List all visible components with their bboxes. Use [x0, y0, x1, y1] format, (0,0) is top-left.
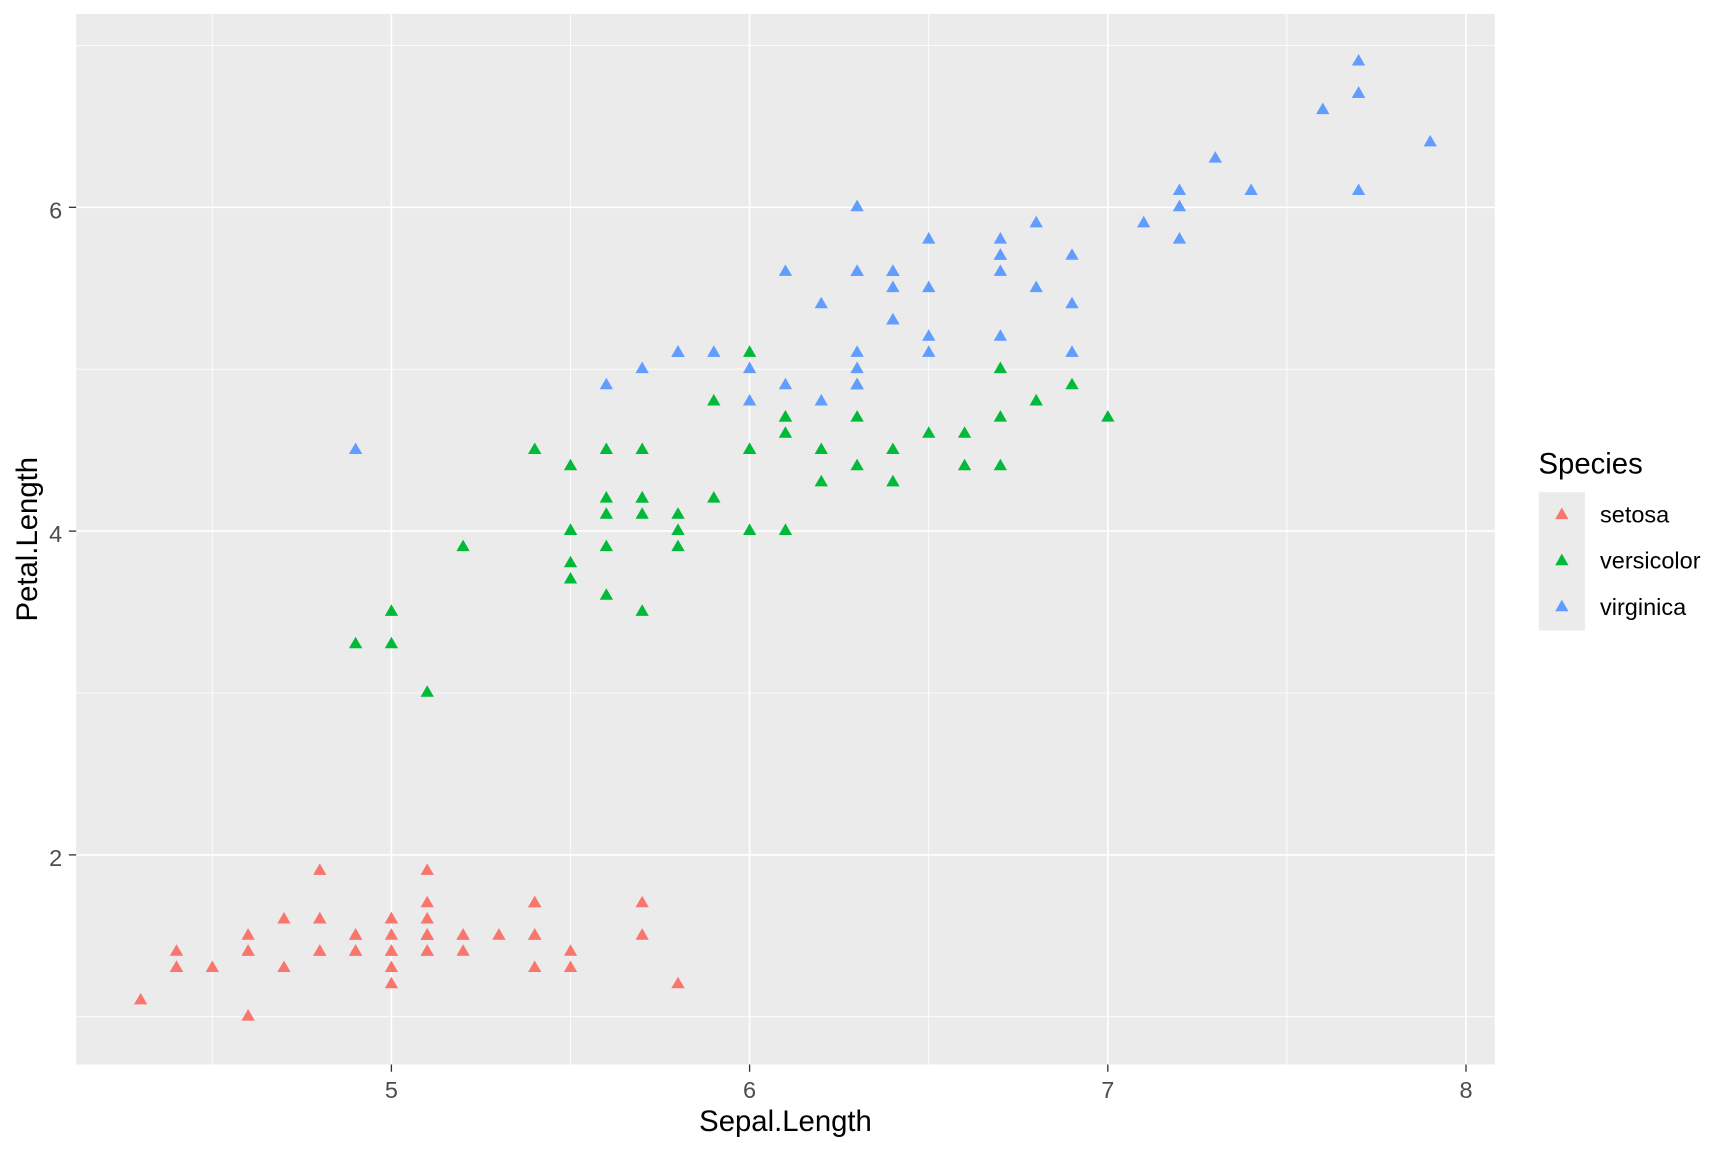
svg-text:Petal.Length: Petal.Length: [11, 457, 44, 622]
svg-text:6: 6: [49, 197, 62, 223]
svg-text:7: 7: [1101, 1077, 1114, 1103]
svg-text:setosa: setosa: [1600, 502, 1670, 528]
svg-text:Sepal.Length: Sepal.Length: [699, 1105, 872, 1138]
svg-text:8: 8: [1459, 1077, 1472, 1103]
svg-text:virginica: virginica: [1600, 594, 1687, 620]
svg-text:Species: Species: [1539, 448, 1643, 481]
svg-text:2: 2: [49, 845, 62, 871]
svg-text:versicolor: versicolor: [1600, 548, 1701, 574]
svg-text:6: 6: [743, 1077, 756, 1103]
svg-text:5: 5: [385, 1077, 398, 1103]
svg-text:4: 4: [49, 521, 62, 547]
